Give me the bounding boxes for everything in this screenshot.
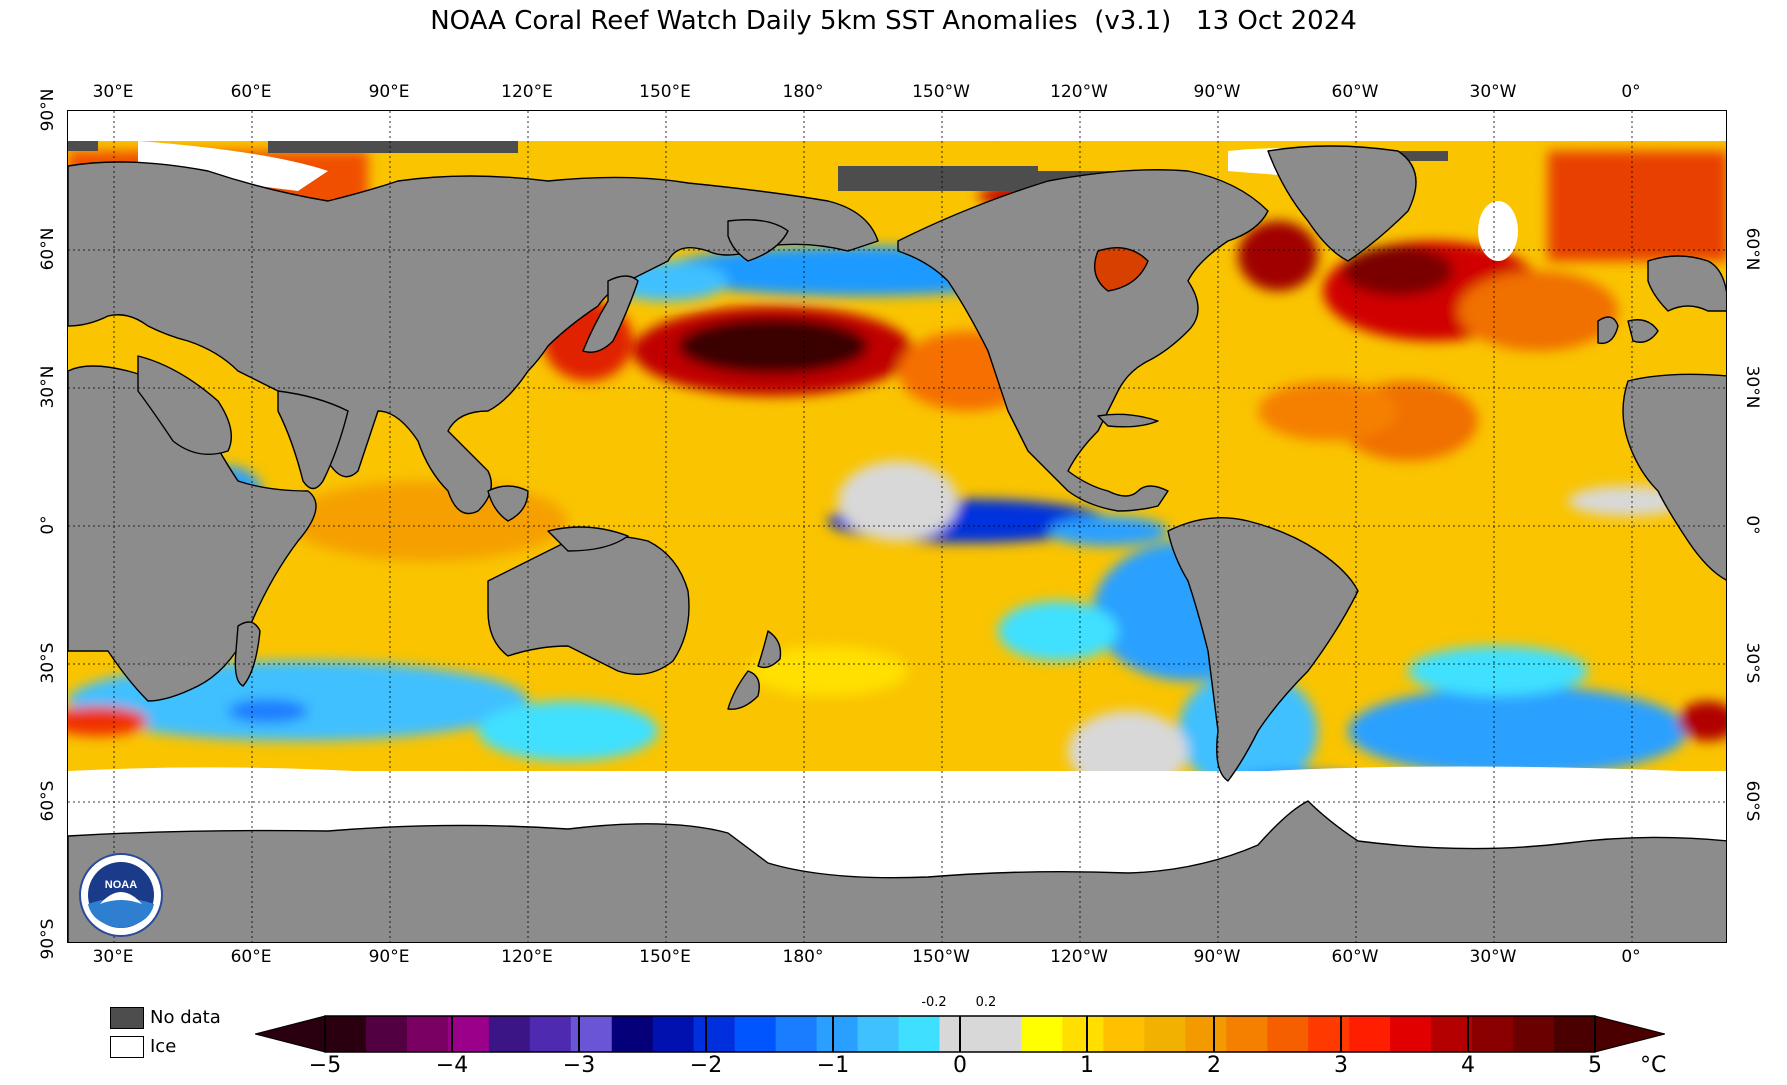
colorbar-tick-label: −1 (816, 1053, 850, 1078)
colorbar-tick-label: 4 (1461, 1053, 1475, 1078)
colorbar-small-tick-label: -0.2 (921, 995, 947, 1010)
longitude-label: 30°W (1469, 947, 1517, 967)
latitude-label: 90°S (38, 918, 58, 960)
legend-no-data-swatch (110, 1007, 144, 1029)
colorbar-tick-label: −3 (562, 1053, 596, 1078)
colorbar-segment (1431, 1016, 1473, 1052)
latitude-label: 60°N (38, 227, 58, 271)
colorbar-tick-label: 1 (1080, 1053, 1094, 1078)
colorbar-segment (857, 1016, 900, 1052)
colorbar-segment (1144, 1016, 1186, 1052)
longitude-label: 90°W (1193, 947, 1241, 967)
longitude-label: 0° (1621, 947, 1641, 967)
colorbar-segment (1513, 1016, 1555, 1052)
longitude-label: 120°E (501, 82, 553, 102)
longitude-label: 60°E (230, 947, 272, 967)
longitude-label: 30°W (1469, 82, 1517, 102)
svg-text:NOAA: NOAA (105, 879, 137, 891)
colorbar-segment (816, 1016, 859, 1052)
latitude-label: 60°N (1742, 227, 1762, 271)
colorbar-segment (529, 1016, 572, 1052)
longitude-label: 90°W (1193, 82, 1241, 102)
colorbar-segment (1472, 1016, 1514, 1052)
longitude-label: 180° (782, 82, 824, 102)
colorbar-small-tick-label: 0.2 (975, 995, 997, 1010)
colorbar-max-arrow (1594, 1015, 1665, 1053)
graticule-lines (68, 111, 1726, 942)
colorbar-unit: °C (1640, 1053, 1667, 1078)
colorbar-segment (1390, 1016, 1432, 1052)
colorbar-tick-label: −5 (308, 1053, 342, 1078)
colorbar-segment (365, 1016, 408, 1052)
longitude-label: 0° (1621, 82, 1641, 102)
colorbar-segment (693, 1016, 736, 1052)
longitude-label: 90°E (368, 82, 410, 102)
latitude-label: 30°N (38, 365, 58, 409)
longitude-label: 30°E (92, 82, 134, 102)
colorbar-segment (1185, 1016, 1227, 1052)
longitude-label: 150°E (639, 82, 691, 102)
colorbar-segment (775, 1016, 818, 1052)
longitude-label: 60°E (230, 82, 272, 102)
longitude-label: 30°E (92, 947, 134, 967)
map-title: NOAA Coral Reef Watch Daily 5km SST Anom… (430, 6, 1357, 36)
colorbar-segment (1226, 1016, 1268, 1052)
colorbar-segment (488, 1016, 531, 1052)
latitude-label: 30°S (38, 642, 58, 684)
colorbar-segment (325, 1016, 367, 1052)
colorbar-tick-label: 5 (1588, 1053, 1602, 1078)
colorbar (255, 1015, 1665, 1053)
colorbar-tick-label: 3 (1334, 1053, 1348, 1078)
longitude-label: 60°W (1331, 947, 1379, 967)
longitude-label: 180° (782, 947, 824, 967)
longitude-label: 60°W (1331, 82, 1379, 102)
colorbar-segment (570, 1016, 613, 1052)
colorbar-segment (447, 1016, 490, 1052)
longitude-label: 120°W (1050, 82, 1108, 102)
colorbar-tick-label: 0 (953, 1053, 967, 1078)
longitude-label: 150°W (912, 947, 970, 967)
latitude-label: 0° (1742, 515, 1762, 535)
colorbar-tick-label: 2 (1207, 1053, 1221, 1078)
latitude-label: 90°N (38, 88, 58, 132)
colorbar-segment (980, 1016, 1022, 1052)
longitude-label: 120°W (1050, 947, 1108, 967)
colorbar-segment (1062, 1016, 1104, 1052)
longitude-label: 150°E (639, 947, 691, 967)
legend-ice-label: Ice (150, 1036, 177, 1057)
longitude-label: 120°E (501, 947, 553, 967)
colorbar-segment (898, 1016, 941, 1052)
colorbar-tick-label: −4 (435, 1053, 469, 1078)
legend-no-data-label: No data (150, 1007, 221, 1028)
colorbar-segment (1267, 1016, 1309, 1052)
longitude-label: 90°E (368, 947, 410, 967)
legend-ice-swatch (110, 1036, 144, 1058)
sst-anomaly-map (67, 110, 1727, 943)
colorbar-min-arrow (255, 1015, 326, 1053)
colorbar-segment (1349, 1016, 1391, 1052)
colorbar-segment (1103, 1016, 1145, 1052)
noaa-logo: NOAA (78, 852, 164, 942)
colorbar-outline (324, 1015, 1596, 1053)
land-masses (68, 145, 1726, 942)
colorbar-segment (1308, 1016, 1350, 1052)
colorbar-segment (406, 1016, 449, 1052)
colorbar-segment (1021, 1016, 1063, 1052)
colorbar-segment (652, 1016, 695, 1052)
latitude-label: 60°S (1742, 780, 1762, 822)
colorbar-tick-label: −2 (689, 1053, 723, 1078)
latitude-label: 30°N (1742, 365, 1762, 409)
colorbar-segment (611, 1016, 654, 1052)
latitude-label: 0° (38, 515, 58, 535)
latitude-label: 60°S (38, 780, 58, 822)
longitude-label: 150°W (912, 82, 970, 102)
latitude-label: 30°S (1742, 642, 1762, 684)
colorbar-segment (734, 1016, 777, 1052)
colorbar-segment (1554, 1016, 1596, 1052)
